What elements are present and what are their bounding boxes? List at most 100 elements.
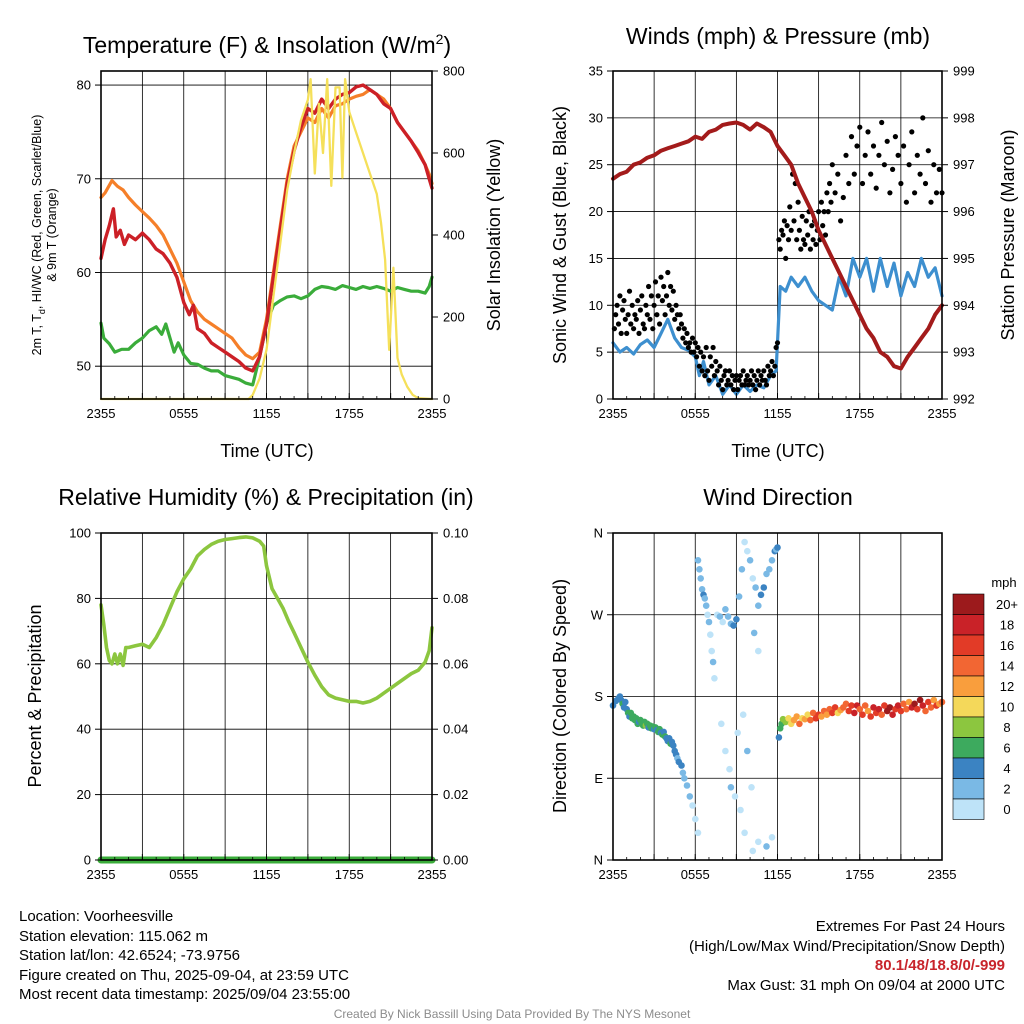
wind-gust-point — [925, 148, 931, 154]
wind-y2tick-label: 993 — [953, 345, 975, 360]
wind-gust-point — [881, 162, 888, 168]
wind-xtick-label: 2355 — [928, 406, 957, 421]
wind-ytick-label: 20 — [589, 204, 603, 219]
temp-y2tick-label: 600 — [443, 146, 465, 161]
wind-gust-point — [728, 382, 734, 388]
wind-direction-point — [886, 704, 894, 711]
wind-direction-point — [709, 658, 717, 666]
wind-gust-point — [865, 129, 871, 135]
wind-direction-point — [859, 711, 866, 718]
wind-gust-point — [685, 344, 692, 351]
wind-gust-point — [901, 143, 907, 149]
wind-direction-point — [768, 834, 776, 841]
wind-pressure-line — [611, 120, 944, 371]
wind-gust-point — [912, 190, 918, 196]
extremes-info: Extremes For Past 24 Hours (High/Low/Max… — [689, 917, 1005, 995]
wind-direction-point — [905, 698, 913, 706]
speed-legend-label: 0 — [1003, 802, 1010, 817]
temperature-ticks: 2355 0555 1155 1755 235550607080020040060080… — [77, 64, 465, 422]
wind-direction-point — [739, 711, 747, 718]
speed-legend-label: 14 — [1000, 658, 1014, 673]
station-elevation: Station elevation: 115.062 m — [19, 927, 209, 945]
most-recent-data: Most recent data timestamp: 2025/09/04 2… — [19, 986, 351, 1003]
wind-gust-point — [843, 152, 849, 158]
wind-gust-point — [615, 321, 622, 327]
rh-ytick-label: 40 — [77, 722, 91, 737]
wind-gust-point — [747, 377, 753, 383]
temperature-ylabel-line1: 2m T, Td, HI/WC (Red, Green, Scarlet/Blu… — [30, 115, 47, 356]
wind-gust-point — [716, 382, 722, 388]
rh-xtick-label: 1155 — [253, 867, 281, 882]
wind-gust-point — [689, 335, 696, 341]
wind-direction-point — [692, 815, 699, 823]
wind-gust-point — [876, 152, 882, 158]
rh-xtick-label: 2355 — [87, 867, 116, 882]
wind-gust-point — [796, 227, 803, 233]
wind-ytick-label: 10 — [589, 298, 603, 313]
wind-direction-point — [694, 829, 702, 837]
wdir-xtick-label: 1155 — [764, 867, 792, 882]
wind-direction-point — [752, 584, 759, 591]
wind-gust-point — [699, 368, 705, 374]
wdir-xtick-label: 2355 — [599, 867, 628, 882]
wind-gust-point — [621, 298, 627, 304]
rh-y2tick-label: 0.10 — [443, 526, 468, 541]
wind-gust-point — [646, 283, 652, 290]
wind-xlabel: Time (UTC) — [731, 441, 824, 461]
wind-gust-point — [799, 213, 805, 219]
speed-legend-swatch — [952, 675, 985, 697]
wind-gust-point — [657, 321, 663, 327]
wind-gust-point — [733, 373, 740, 379]
wind-direction-point — [697, 575, 704, 582]
wind-gust-point — [631, 326, 637, 332]
wind-direction-point — [867, 713, 874, 720]
rh-y2tick-label: 0.02 — [443, 787, 468, 802]
rh-y2tick-label: 0.04 — [443, 722, 468, 737]
wind-gust-point — [740, 368, 746, 374]
wind-gust-point — [639, 293, 645, 299]
wind-gust-point — [717, 363, 723, 369]
wind-gust-point — [641, 326, 648, 332]
wind-gust-point — [884, 138, 890, 144]
wind-direction-point — [711, 675, 718, 682]
extremes-description: (High/Low/Max Wind/Precipitation/Snow De… — [689, 937, 1005, 955]
wind-direction-point — [914, 705, 921, 713]
wind-direction-point — [831, 704, 839, 711]
temperature-ylabel-line2: & 9m T (Orange) — [45, 188, 59, 281]
humidity-grid — [100, 532, 433, 861]
wind-gust-point — [654, 312, 660, 318]
wind-direction-ylabel: Direction (Colored By Speed) — [550, 579, 570, 813]
wind-gust-point — [807, 246, 814, 252]
wind-gust-point — [798, 246, 804, 252]
wind-ytick-label: 5 — [596, 345, 603, 360]
wind-direction-point — [897, 707, 905, 715]
wind-gust-point — [731, 387, 737, 393]
temp-xtick-label: 1755 — [335, 406, 364, 421]
wind-gust-point — [783, 255, 789, 261]
wind-gust-point — [628, 321, 634, 327]
wind-xtick-label: 1155 — [764, 406, 792, 421]
wind-direction-point — [727, 784, 735, 791]
wind-gust-point — [732, 377, 738, 383]
temperature-grid — [100, 71, 433, 399]
wdir-xtick-label: 1755 — [845, 867, 874, 882]
wind-gust-point — [763, 382, 770, 388]
wdir-xtick-label: 0555 — [681, 867, 710, 882]
wind-gust-point — [703, 344, 709, 351]
wind-direction-point — [889, 711, 896, 718]
wind-direction-point — [689, 802, 696, 809]
wind-direction-point — [670, 742, 677, 749]
wind-direction-point — [861, 702, 869, 709]
wind-direction-point — [737, 806, 744, 814]
speed-legend-label: 2 — [1003, 781, 1010, 796]
wind-gust-point — [755, 368, 761, 374]
wind-direction-point — [724, 613, 732, 620]
wind-ytick-label: 0 — [596, 392, 603, 407]
wind-gust-point — [718, 377, 724, 383]
wind-gust-point — [859, 180, 866, 187]
rh-xtick-label: 0555 — [169, 867, 198, 882]
speed-legend-swatch — [952, 593, 985, 615]
wind-gust-point — [650, 326, 656, 332]
wind-direction-point — [686, 793, 694, 800]
wind-gust-point — [614, 302, 620, 308]
